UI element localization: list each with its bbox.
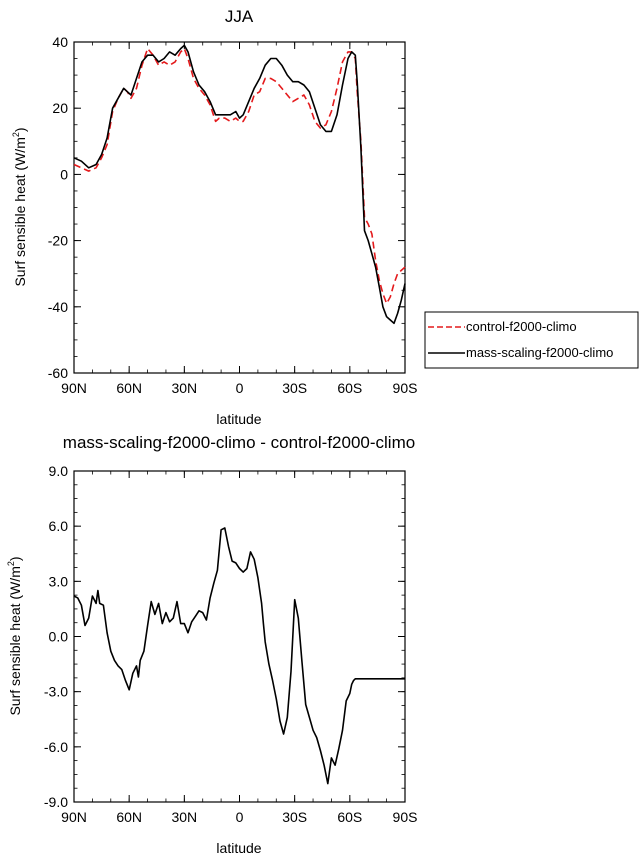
top-x-tick-label: 30N — [171, 380, 197, 396]
top-y-tick-label: 0 — [60, 166, 68, 182]
bottom-y-tick-label: -6.0 — [44, 739, 68, 755]
bottom-x-axis-label: latitude — [216, 840, 261, 856]
bottom-panel: mass-scaling-f2000-climo - control-f2000… — [6, 433, 417, 856]
legend-box — [424, 311, 639, 369]
bottom-x-tick-label: 60N — [116, 809, 142, 825]
top-x-axis-label: latitude — [216, 411, 261, 427]
top-x-tick-label: 0 — [236, 380, 244, 396]
bottom-x-tick-label: 90S — [393, 809, 418, 825]
legend-label-mass-scaling: mass-scaling-f2000-climo — [466, 345, 613, 360]
top-y-tick-label: -40 — [48, 299, 68, 315]
top-y-tick-label: -20 — [48, 233, 68, 249]
bottom-y-tick-label: 3.0 — [49, 573, 69, 589]
legend-label-control: control-f2000-climo — [466, 319, 577, 334]
top-y-axis-label: Surf sensible heat (W/m2) — [11, 127, 28, 286]
bottom-x-tick-label: 30N — [171, 809, 197, 825]
top-x-tick-label: 60N — [116, 380, 142, 396]
bottom-y-tick-label: 9.0 — [49, 463, 69, 479]
bottom-x-tick-label: 60S — [337, 809, 362, 825]
top-y-tick-label: -60 — [48, 365, 68, 381]
top-plot-frame — [73, 41, 406, 374]
top-x-tick-label: 90S — [393, 380, 418, 396]
top-x-tick-label: 90N — [61, 380, 87, 396]
legend: control-f2000-climo mass-scaling-f2000-c… — [424, 311, 639, 369]
bottom-y-tick-label: -3.0 — [44, 684, 68, 700]
bottom-y-tick-label: 0.0 — [49, 629, 69, 645]
bottom-plot-frame — [73, 470, 406, 803]
top-x-tick-label: 60S — [337, 380, 362, 396]
bottom-chart-title: mass-scaling-f2000-climo - control-f2000… — [63, 433, 415, 452]
bottom-x-tick-label: 0 — [236, 809, 244, 825]
top-series-control-f2000-climo — [73, 47, 406, 305]
top-series-mass-scaling-f2000-climo — [73, 44, 406, 325]
top-y-tick-label: 40 — [52, 34, 68, 50]
top-chart-title: JJA — [225, 7, 254, 26]
top-y-tick-label: 20 — [52, 100, 68, 116]
top-x-tick-label: 30S — [282, 380, 307, 396]
bottom-y-tick-label: 6.0 — [49, 518, 69, 534]
bottom-x-tick-label: 90N — [61, 809, 87, 825]
bottom-y-axis-label: Surf sensible heat (W/m2) — [6, 556, 23, 715]
bottom-series-difference — [73, 527, 405, 785]
top-panel: JJA 40 20 0 -20 -40 -60 90N 60N 30N 0 30S 60S 90S l… — [11, 7, 417, 427]
bottom-x-tick-label: 30S — [282, 809, 307, 825]
bottom-y-tick-label: -9.0 — [44, 794, 68, 810]
